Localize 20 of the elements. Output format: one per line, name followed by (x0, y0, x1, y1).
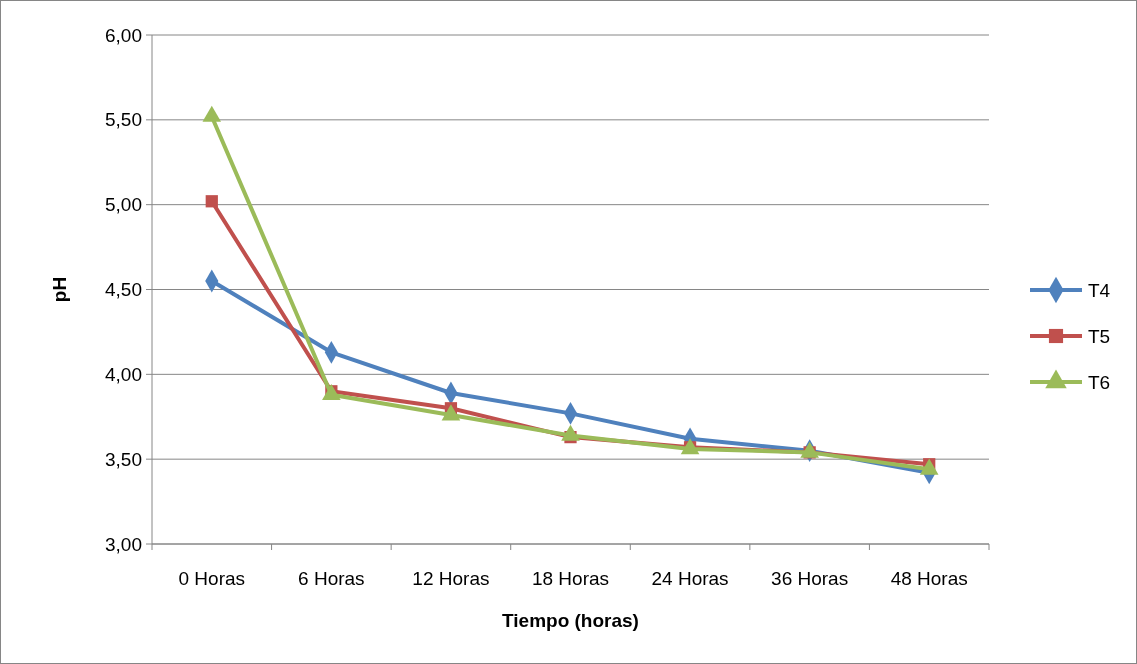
x-axis-title: Tiempo (horas) (502, 610, 639, 631)
y-tick-label: 3,00 (105, 533, 142, 555)
legend-label: T6 (1088, 371, 1111, 393)
y-tick-label: 4,00 (105, 363, 142, 385)
y-tick-label: 3,50 (105, 448, 142, 470)
point (205, 195, 218, 208)
legend-label: T5 (1088, 325, 1111, 347)
y-tick-label: 6,00 (105, 24, 142, 46)
x-tick-label: 24 Horas (651, 568, 729, 589)
y-axis-title: pH (49, 276, 70, 303)
x-tick-label: 12 Horas (412, 568, 490, 589)
legend-label: T4 (1088, 279, 1111, 301)
x-tick-label: 18 Horas (531, 568, 610, 589)
y-tick-label: 4,50 (105, 279, 142, 301)
y-tick-label: 5,50 (105, 109, 142, 131)
x-tick-label: 48 Horas (890, 568, 968, 589)
x-tick-label: 6 Horas (298, 568, 365, 589)
y-tick-label: 5,00 (105, 194, 142, 216)
x-tick-label: 0 Horas (178, 568, 246, 589)
x-tick-label: 36 Horas (771, 568, 849, 589)
